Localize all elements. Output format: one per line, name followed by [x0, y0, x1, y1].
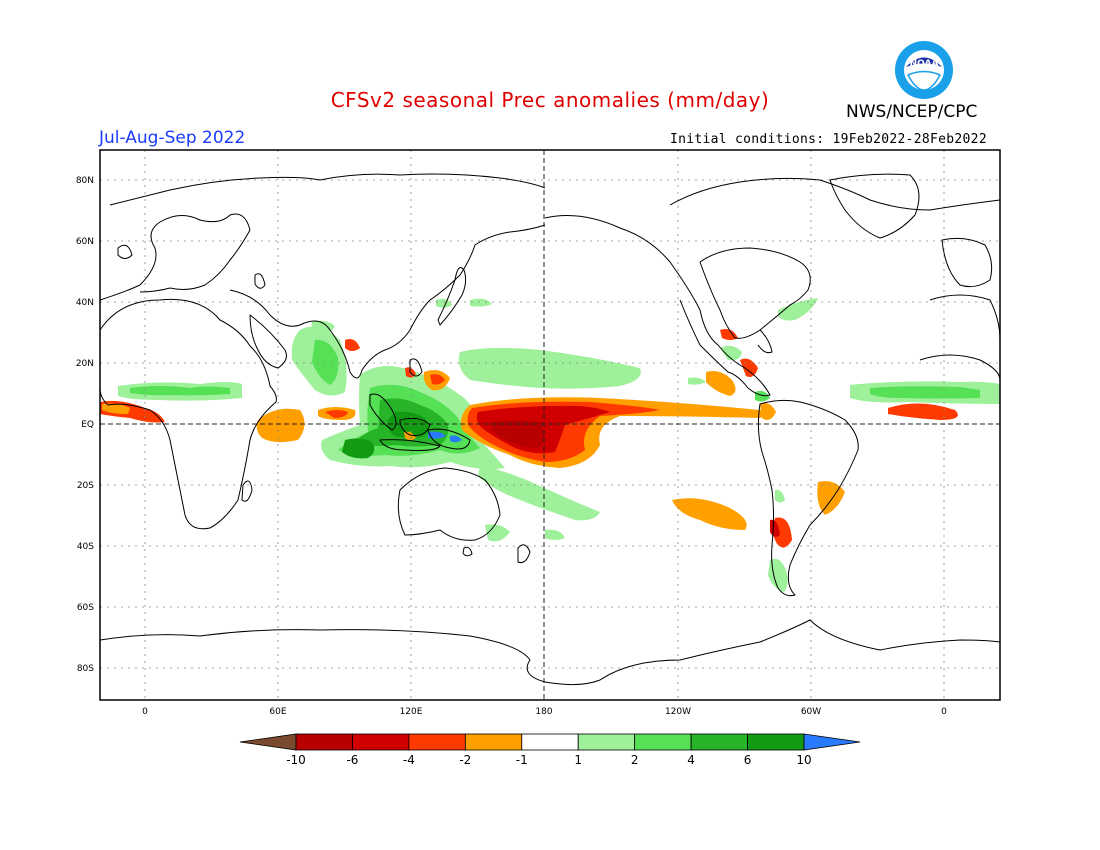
- colorbar-swatch: [521, 733, 579, 751]
- colorbar-swatch: [295, 733, 353, 751]
- lat-label: 40N: [76, 298, 94, 308]
- colorbar-label: -4: [403, 753, 415, 767]
- colorbar-swatch: [464, 733, 523, 751]
- lon-label: 60E: [269, 707, 286, 717]
- lon-label: 120E: [400, 707, 423, 717]
- colorbar-label: -1: [516, 753, 528, 767]
- lat-label: EQ: [81, 420, 94, 430]
- colorbar-swatch: [352, 733, 410, 751]
- lat-label: 60N: [76, 237, 94, 247]
- colorbar-swatch: [634, 733, 692, 751]
- lon-label: 180: [535, 707, 552, 717]
- colorbar-label: -2: [459, 753, 471, 767]
- colorbar-swatch: [408, 733, 466, 751]
- colorbar-swatch: [577, 733, 636, 751]
- colorbar-label: 6: [744, 753, 752, 767]
- graticule: [100, 150, 1000, 700]
- colorbar-label: -10: [286, 753, 306, 767]
- lat-label: 80S: [77, 664, 94, 674]
- colorbar: -10 -6 -4 -2 -1 1 2 4 6 10: [239, 733, 861, 767]
- anomaly-shading: [100, 298, 1000, 592]
- colorbar-min-arrow: [239, 733, 297, 751]
- coastlines: [100, 173, 1000, 686]
- dry-anomalies: [100, 329, 958, 548]
- colorbar-label: 1: [574, 753, 582, 767]
- wet-anomalies: [118, 298, 1000, 592]
- lon-label: 0: [142, 707, 148, 717]
- colorbar-label: 10: [796, 753, 811, 767]
- forecast-period: Jul-Aug-Sep 2022: [99, 128, 246, 148]
- lat-label: 60S: [77, 603, 94, 613]
- map-frame: [99, 149, 1001, 701]
- agency-label: NWS/NCEP/CPC: [846, 102, 978, 122]
- colorbar-label: -6: [346, 753, 358, 767]
- lon-label: 120W: [665, 707, 691, 717]
- initial-conditions: Initial conditions: 19Feb2022-28Feb2022: [670, 132, 987, 147]
- noaa-logo: NOAA: [895, 41, 953, 99]
- map-title: CFSv2 seasonal Prec anomalies (mm/day): [330, 88, 770, 112]
- colorbar-label: 2: [631, 753, 639, 767]
- longitude-labels: 0 60E 120E 180 120W 60W 0: [142, 707, 947, 717]
- lat-label: 20N: [76, 359, 94, 369]
- lat-label: 40S: [77, 542, 94, 552]
- lon-label: 0: [941, 707, 947, 717]
- noaa-logo-text: NOAA: [910, 59, 939, 69]
- colorbar-swatch: [747, 733, 805, 751]
- lat-label: 20S: [77, 481, 94, 491]
- colorbar-label: 4: [687, 753, 695, 767]
- reference-lines: [100, 150, 1000, 700]
- colorbar-swatch: [690, 733, 748, 751]
- lat-label: 80N: [76, 176, 94, 186]
- latitude-labels: 80N 60N 40N 20N EQ 20S 40S 60S 80S: [76, 176, 94, 674]
- colorbar-max-arrow: [803, 733, 861, 751]
- lon-label: 60W: [801, 707, 821, 717]
